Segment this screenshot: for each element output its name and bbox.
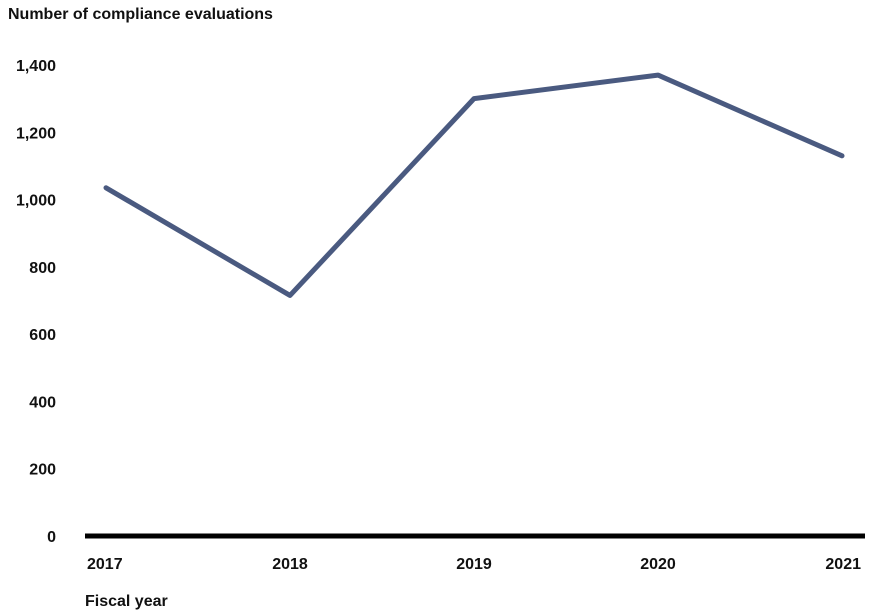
series-line <box>103 72 845 298</box>
x-tick-label: 2021 <box>825 556 861 573</box>
y-tick-label: 400 <box>29 394 56 411</box>
x-tick-label: 2017 <box>87 556 123 573</box>
x-tick-label: 2020 <box>640 556 676 573</box>
y-tick-label: 1,400 <box>16 58 56 75</box>
y-tick-labels: 0 200 400 600 800 1,000 1,200 1,400 <box>16 58 56 546</box>
x-tick-label: 2019 <box>456 556 492 573</box>
y-axis-title: Number of compliance evaluations <box>8 6 273 23</box>
x-tick-labels: 2017 2018 2019 2020 2021 <box>87 556 861 573</box>
x-axis-title: Fiscal year <box>85 593 168 610</box>
y-tick-label: 1,000 <box>16 193 56 210</box>
y-tick-label: 1,200 <box>16 125 56 142</box>
y-tick-label: 200 <box>29 462 56 479</box>
y-tick-label: 800 <box>29 260 56 277</box>
x-tick-label: 2018 <box>272 556 308 573</box>
y-tick-label: 600 <box>29 327 56 344</box>
y-tick-label: 0 <box>47 529 56 546</box>
